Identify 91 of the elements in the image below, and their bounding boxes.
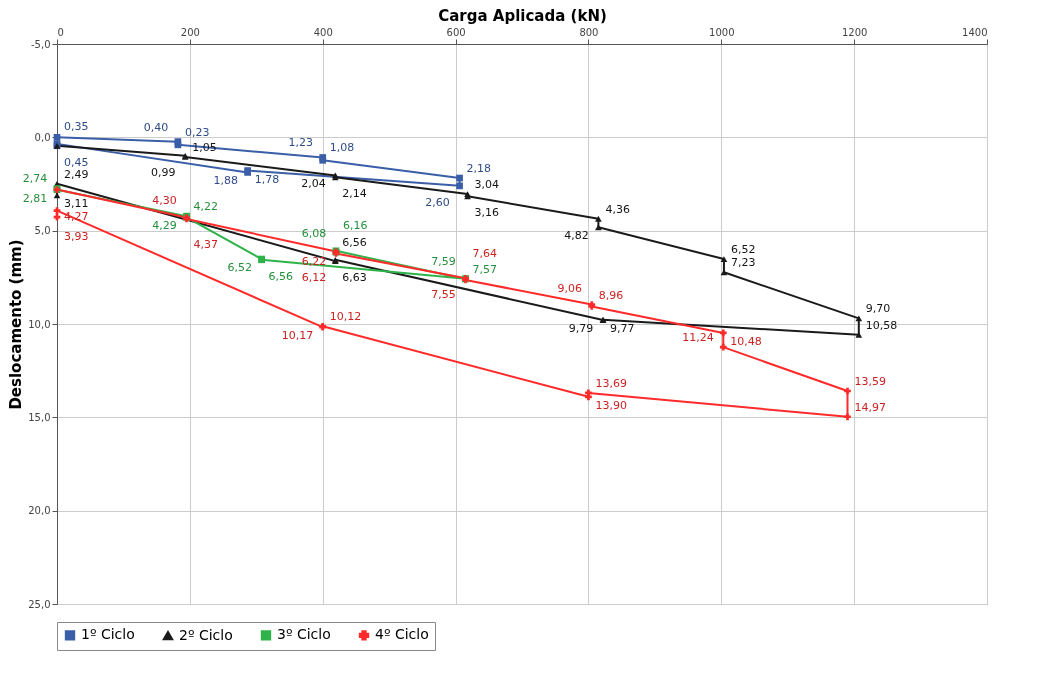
data-label: 6,52 bbox=[730, 243, 756, 257]
data-label: 6,12 bbox=[301, 270, 327, 284]
data-label: 13,69 bbox=[595, 376, 627, 390]
data-label: 6,16 bbox=[343, 219, 368, 233]
point bbox=[720, 269, 728, 276]
data-label: 4,37 bbox=[193, 237, 219, 251]
y-tick-label: -5,0 bbox=[30, 38, 51, 50]
data-label: 2,74 bbox=[22, 172, 48, 186]
point bbox=[844, 413, 851, 421]
data-label: 6,56 bbox=[268, 269, 294, 283]
point bbox=[595, 215, 602, 222]
data-label: 0,23 bbox=[184, 125, 210, 139]
data-label: 10,58 bbox=[865, 318, 898, 332]
x-axis-title: Carga Aplicada (kN) bbox=[438, 6, 607, 25]
data-label: 6,63 bbox=[342, 271, 367, 285]
data-label: 13,59 bbox=[854, 375, 886, 389]
data-label: 6,56 bbox=[342, 235, 367, 249]
point bbox=[595, 224, 602, 231]
point bbox=[719, 329, 727, 337]
data-label: 4,30 bbox=[152, 193, 177, 207]
point bbox=[174, 141, 182, 149]
data-label: 2,04 bbox=[301, 177, 326, 191]
data-label: 7,57 bbox=[472, 262, 498, 276]
data-label: 14,97 bbox=[854, 400, 886, 414]
data-label: 0,99 bbox=[151, 165, 176, 179]
data-label: 2,14 bbox=[342, 187, 367, 201]
data-label: 0,35 bbox=[64, 119, 89, 133]
legend-label: 3º Ciclo bbox=[277, 626, 331, 643]
point bbox=[53, 207, 61, 215]
x-tick-label: 1200 bbox=[841, 26, 868, 38]
data-label: 2,49 bbox=[64, 167, 89, 181]
data-label: 4,29 bbox=[152, 219, 177, 233]
point bbox=[844, 387, 851, 395]
data-label: 1,88 bbox=[213, 174, 238, 188]
data-label: 3,93 bbox=[64, 229, 89, 243]
x-tick-label: 1000 bbox=[709, 26, 735, 38]
data-label: 6,52 bbox=[227, 261, 252, 275]
point bbox=[456, 182, 463, 190]
x-tick-label: 400 bbox=[313, 26, 333, 38]
x-tick-label: 1400 bbox=[962, 26, 988, 38]
point bbox=[719, 343, 727, 351]
data-label: 2,81 bbox=[22, 191, 48, 205]
data-label: 2,60 bbox=[425, 195, 450, 209]
point bbox=[855, 331, 863, 338]
legend-label: 1º Ciclo bbox=[81, 626, 135, 643]
data-label: 10,48 bbox=[730, 334, 762, 348]
data-label: 3,16 bbox=[474, 206, 500, 220]
legend-label: 4º Ciclo bbox=[375, 626, 429, 643]
data-label: 9,79 bbox=[568, 322, 594, 336]
point bbox=[53, 133, 61, 141]
data-label: 4,36 bbox=[605, 202, 630, 216]
x-tick-label: 800 bbox=[579, 26, 599, 38]
y-tick-label: 20,0 bbox=[28, 505, 51, 517]
data-label: 0,40 bbox=[143, 120, 169, 134]
data-label: 8,96 bbox=[598, 288, 624, 302]
data-label: 4,82 bbox=[564, 229, 589, 243]
data-label: 11,24 bbox=[682, 331, 714, 345]
x-tick-label: 0 bbox=[57, 26, 64, 38]
data-label: 1,08 bbox=[329, 141, 355, 155]
data-label: 9,06 bbox=[557, 282, 583, 296]
data-label: 6,08 bbox=[301, 226, 327, 240]
data-label: 1,78 bbox=[254, 172, 280, 186]
point bbox=[456, 174, 463, 182]
data-label: 7,64 bbox=[472, 246, 498, 260]
data-label: 13,90 bbox=[595, 398, 627, 412]
point bbox=[599, 317, 607, 323]
data-label: 7,59 bbox=[431, 255, 456, 269]
data-label: 4,22 bbox=[193, 200, 219, 214]
y-axis-title: Deslocamento (mm) bbox=[7, 239, 26, 410]
x-tick-label: 600 bbox=[446, 26, 466, 38]
y-tick-label: 5,0 bbox=[34, 225, 51, 237]
data-label: 9,77 bbox=[610, 321, 635, 335]
x-tick-label: 200 bbox=[180, 26, 200, 38]
data-label: 3,04 bbox=[474, 178, 500, 192]
y-tick-label: 25,0 bbox=[28, 598, 51, 610]
data-label: 3,11 bbox=[64, 197, 89, 211]
point bbox=[720, 256, 728, 262]
point bbox=[855, 315, 863, 322]
data-label: 7,55 bbox=[431, 288, 456, 302]
data-label: 1,23 bbox=[288, 136, 314, 150]
data-label: 10,12 bbox=[329, 310, 362, 324]
y-tick-label: 0,0 bbox=[34, 131, 51, 143]
legend-label: 2º Ciclo bbox=[179, 626, 233, 643]
y-tick-label: 15,0 bbox=[28, 411, 51, 423]
data-label: 7,23 bbox=[730, 256, 756, 270]
data-label: 2,18 bbox=[466, 162, 492, 176]
y-tick-label: 10,0 bbox=[28, 318, 51, 330]
data-label: 0,45 bbox=[64, 155, 89, 169]
data-label: 10,17 bbox=[281, 329, 314, 343]
data-label: 9,70 bbox=[865, 302, 891, 316]
point bbox=[585, 393, 592, 401]
